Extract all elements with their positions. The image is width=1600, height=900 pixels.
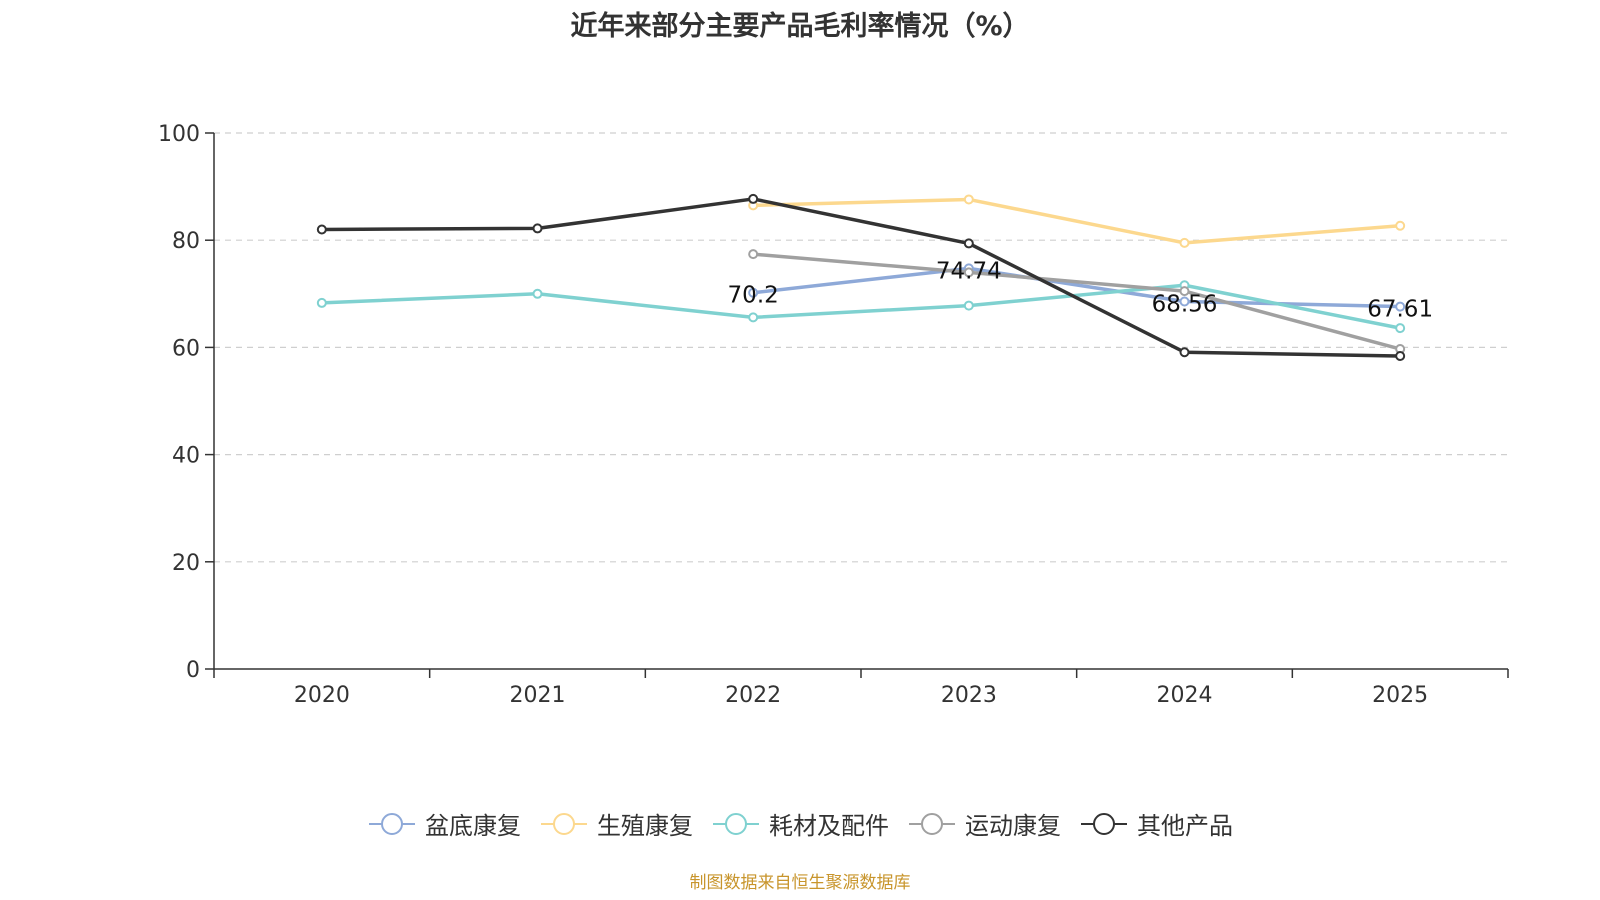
legend-circle: [725, 812, 747, 835]
series-line-3: [753, 252, 1401, 351]
series-lines: [316, 193, 1406, 361]
legend-label: 盆底康复: [425, 812, 521, 840]
legend-item[interactable]: 其他产品: [1079, 806, 1233, 841]
y-tick-label: 100: [158, 122, 200, 147]
data-label: 74.74: [936, 258, 1002, 284]
legend-marker-icon: [1081, 812, 1127, 835]
legend-marker-icon: [541, 812, 587, 835]
legend-item[interactable]: 生殖康复: [539, 806, 693, 841]
axes: 0 20 40 60 80 100 2020 2021 2022 2023 2024 2025: [158, 122, 1509, 708]
legend-item[interactable]: 运动康复: [907, 806, 1061, 841]
data-point: [316, 224, 327, 235]
legend: 盆底康复 生殖康复 耗材及配件 运动康复 其他产品: [0, 806, 1600, 841]
data-point: [1179, 286, 1190, 297]
data-point: [748, 249, 759, 260]
legend-item[interactable]: 耗材及配件: [711, 806, 889, 841]
legend-label: 耗材及配件: [769, 812, 889, 840]
series-line-1: [753, 197, 1401, 245]
data-point: [532, 288, 543, 299]
legend-label: 生殖康复: [597, 812, 693, 840]
y-tick-label: 0: [186, 658, 200, 683]
legend-marker-icon: [713, 812, 759, 835]
data-labels: 70.2 74.74 68.56 67.61: [728, 258, 1434, 322]
data-point: [1395, 301, 1406, 312]
data-point: [1395, 220, 1406, 231]
y-tick-label: 80: [172, 229, 200, 254]
data-point: [316, 297, 327, 308]
legend-label: 运动康复: [965, 812, 1061, 840]
legend-circle: [553, 812, 575, 835]
data-point: [748, 312, 759, 323]
data-point: [748, 193, 759, 204]
data-point: [963, 267, 974, 278]
x-tick-label: 2023: [941, 683, 997, 708]
series-line-0: [752, 266, 1401, 309]
x-tick-label: 2025: [1372, 683, 1428, 708]
series-line-2: [321, 283, 1401, 330]
legend-item[interactable]: 盆底康复: [367, 806, 521, 841]
data-label: 67.61: [1367, 297, 1433, 323]
x-tick-label: 2022: [725, 683, 781, 708]
grid-lines: [214, 132, 1508, 563]
series-line-4: [321, 197, 1401, 358]
data-point: [1179, 237, 1190, 248]
data-point: [1179, 347, 1190, 358]
y-tick-label: 40: [172, 444, 200, 469]
y-tick-label: 60: [172, 336, 200, 361]
data-point: [1395, 350, 1406, 361]
data-point: [963, 238, 974, 249]
legend-circle: [1093, 812, 1115, 835]
data-label: 70.2: [728, 283, 779, 309]
data-point: [963, 300, 974, 311]
x-tick-label: 2024: [1157, 683, 1213, 708]
data-point: [963, 194, 974, 205]
data-point: [532, 223, 543, 234]
data-point: [748, 287, 759, 298]
legend-label: 其他产品: [1137, 812, 1233, 840]
x-tick-label: 2021: [510, 683, 566, 708]
source-note: 制图数据来自恒生聚源数据库: [689, 873, 911, 893]
legend-marker-icon: [369, 812, 415, 835]
chart-title: 近年来部分主要产品毛利率情况（%）: [570, 11, 1030, 42]
legend-marker-icon: [909, 812, 955, 835]
legend-circle: [381, 812, 403, 835]
data-point: [1179, 296, 1190, 307]
data-point: [1395, 323, 1406, 334]
x-tick-label: 2020: [294, 683, 350, 708]
y-tick-label: 20: [172, 551, 200, 576]
data-label: 68.56: [1152, 292, 1218, 318]
legend-circle: [921, 812, 943, 835]
